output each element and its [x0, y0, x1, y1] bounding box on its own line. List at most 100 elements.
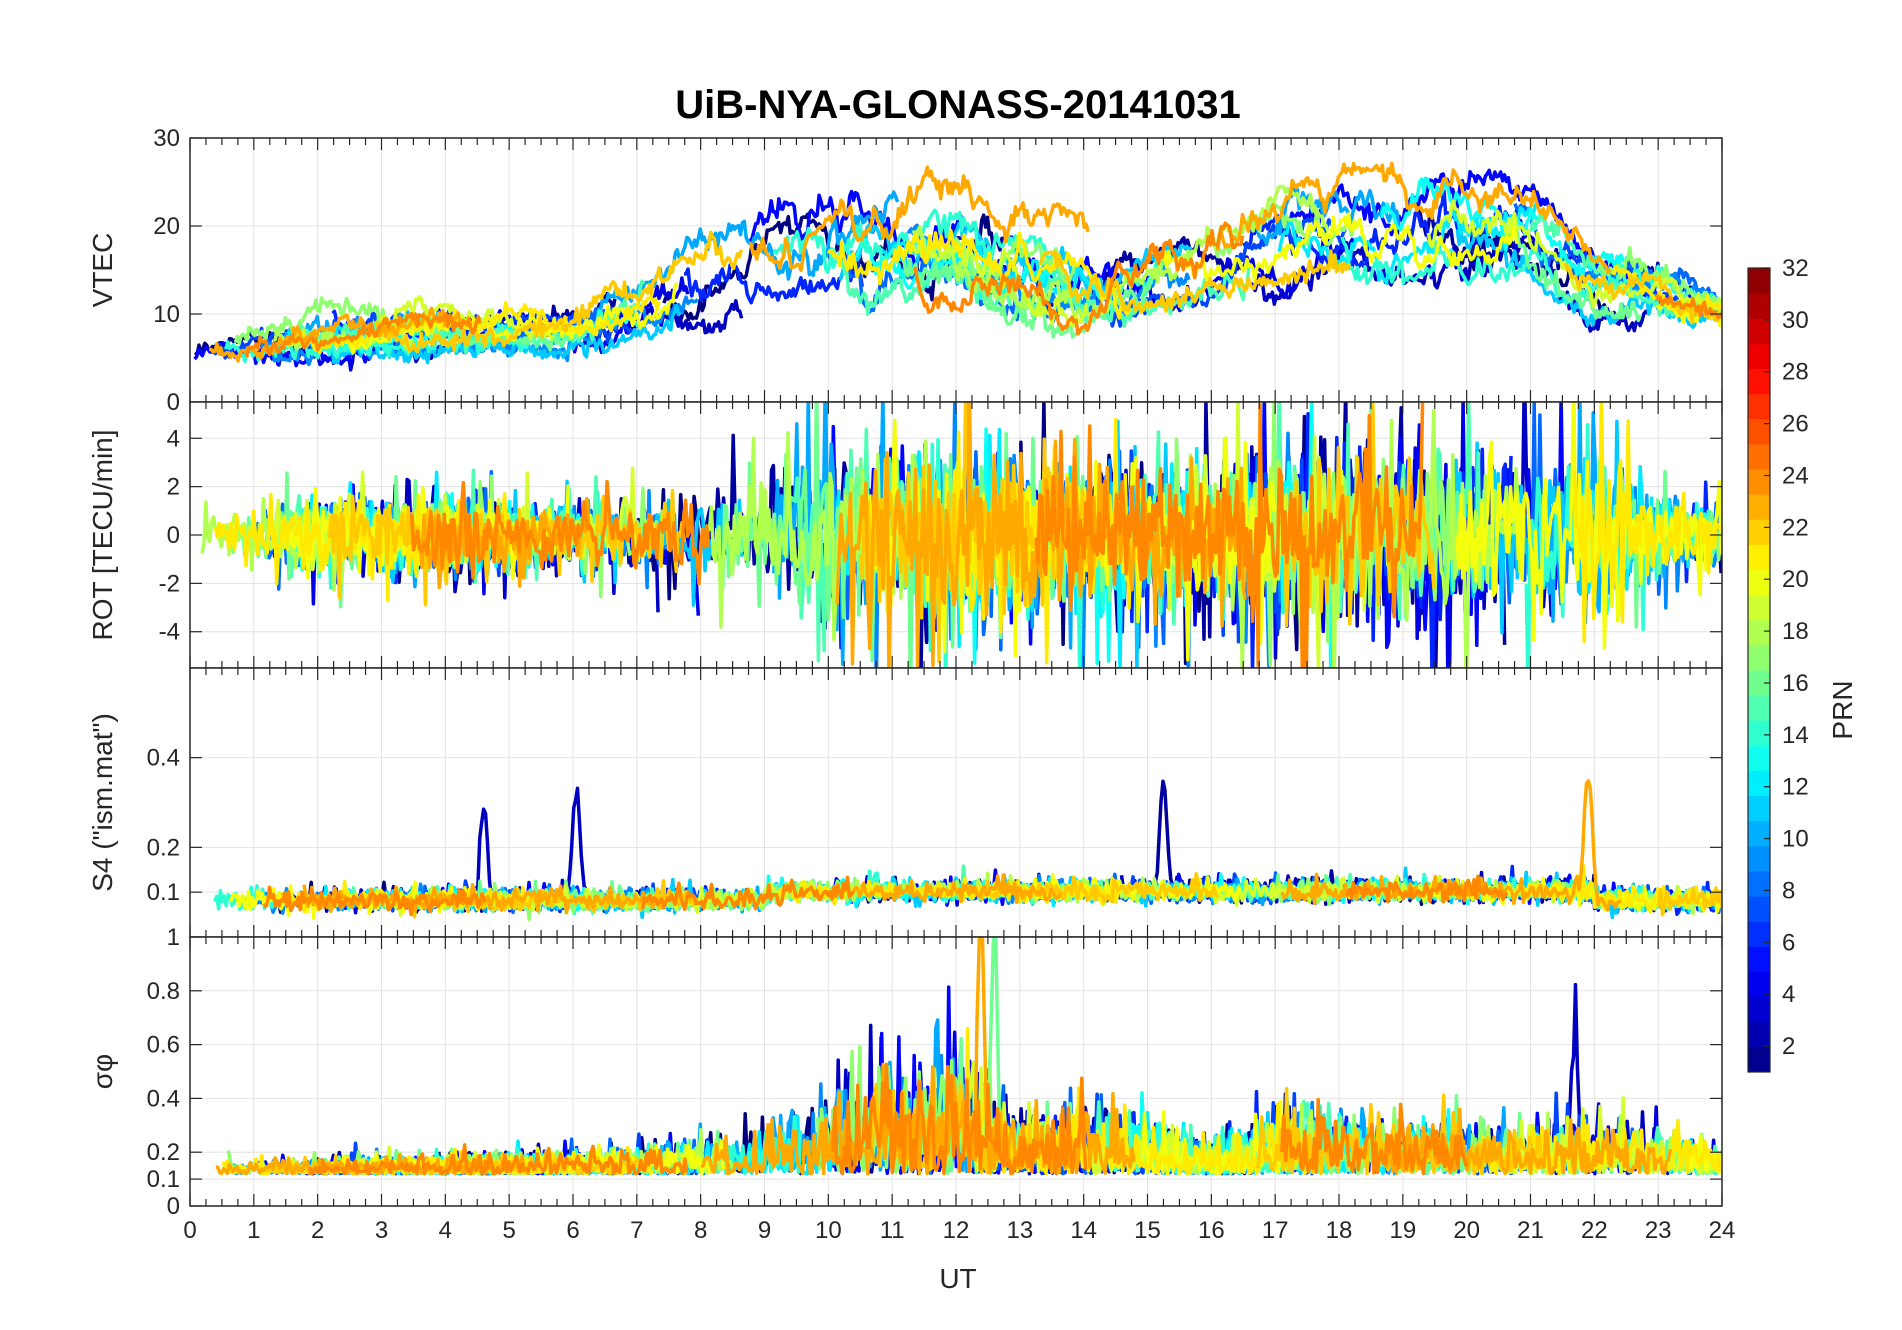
series-line-prn-19 — [1426, 199, 1722, 311]
colorbar-tick-label: 16 — [1782, 670, 1809, 697]
x-tick-label: 15 — [1134, 1217, 1161, 1244]
x-tick-label: 22 — [1581, 1217, 1608, 1244]
colorbar-segment — [1748, 343, 1770, 369]
x-tick-label: 1 — [247, 1217, 260, 1244]
x-tick-label: 6 — [566, 1217, 579, 1244]
y-tick-label: 1 — [167, 924, 180, 951]
y-axis-label-sigma_phi: σφ — [87, 1054, 118, 1089]
colorbar-segment — [1748, 971, 1770, 998]
y-tick-label: 0.4 — [147, 745, 180, 772]
x-tick-label: 2 — [311, 1217, 324, 1244]
colorbar-label: PRN — [1827, 680, 1858, 739]
colorbar-segment — [1748, 393, 1770, 420]
series-group — [213, 779, 1722, 922]
colorbar-tick-label: 12 — [1782, 774, 1809, 801]
x-tick-label: 5 — [502, 1217, 515, 1244]
colorbar-tick-label: 10 — [1782, 826, 1809, 853]
series-line-prn-2 — [1416, 208, 1696, 304]
series-line-prn-22 — [1655, 886, 1722, 917]
colorbar-segment — [1748, 644, 1770, 671]
y-tick-label: 0.6 — [147, 1032, 180, 1059]
y-tick-label: 0.4 — [147, 1085, 180, 1112]
y-tick-label: 4 — [167, 425, 180, 452]
panel-vtec: 0 10 20 30 VTEC — [87, 125, 1723, 416]
x-tick-label: 23 — [1645, 1217, 1672, 1244]
colorbar-tick-label: 24 — [1782, 462, 1809, 489]
series-line-prn-10 — [595, 190, 900, 321]
colorbar-tick-label: 26 — [1782, 411, 1809, 438]
colorbar-segment — [1748, 418, 1770, 445]
series-line-prn-24 — [831, 1062, 1088, 1176]
y-tick-label: -2 — [159, 570, 180, 597]
colorbar-tick-label: 18 — [1782, 618, 1809, 645]
series-line-prn-23 — [846, 873, 1063, 905]
series-line-prn-22 — [1038, 249, 1352, 314]
series-line-prn-12 — [1277, 203, 1538, 285]
series-line-prn-17 — [941, 234, 1077, 284]
x-axis-label: UT — [939, 1263, 976, 1294]
y-tick-label: 10 — [153, 301, 180, 328]
y-tick-label: 20 — [153, 213, 180, 240]
colorbar-segment — [1748, 695, 1770, 721]
y-tick-label: 0 — [167, 522, 180, 549]
colorbar-segment — [1748, 443, 1770, 470]
colorbar-segment — [1748, 871, 1770, 897]
panel-rot: -4 -2 0 2 4 ROT [TECU/min] — [87, 401, 1723, 669]
x-tick-label: 13 — [1006, 1217, 1033, 1244]
y-tick-label: 0.2 — [147, 1139, 180, 1166]
colorbar-frame — [1747, 267, 1771, 1073]
y-tick-label: 0 — [167, 1193, 180, 1220]
x-tick-label: 20 — [1453, 1217, 1480, 1244]
x-tick-label: 10 — [815, 1217, 842, 1244]
colorbar-segment — [1748, 293, 1770, 319]
x-tick-label: 11 — [880, 1217, 905, 1244]
series-group — [215, 937, 1722, 1176]
colorbar-segment — [1748, 670, 1770, 696]
series-line-prn-24 — [244, 311, 482, 358]
y-tick-label: -4 — [159, 619, 180, 646]
series-line-prn-23 — [748, 165, 1090, 273]
colorbar-segment — [1748, 494, 1770, 520]
colorbar-segment — [1748, 519, 1770, 545]
x-tick-label: 24 — [1709, 1217, 1736, 1244]
series-line-prn-24 — [409, 479, 711, 586]
colorbar-segment — [1748, 368, 1770, 395]
colorbar-tick-label: 6 — [1782, 929, 1795, 956]
colorbar-tick-label: 32 — [1782, 255, 1809, 282]
x-tick-label: 3 — [375, 1217, 388, 1244]
series-line-prn-22 — [373, 230, 743, 354]
y-tick-label: 0 — [167, 389, 180, 416]
series-line-prn-16 — [894, 249, 1172, 339]
x-tick-label: 21 — [1517, 1217, 1544, 1244]
colorbar-segment — [1748, 795, 1770, 822]
series-line-prn-22 — [1282, 402, 1436, 628]
panel-s4: 0.1 0.2 0.4 S4 ("ism.mat") — [87, 667, 1723, 938]
x-tick-label: 4 — [439, 1217, 452, 1244]
series-line-prn-10 — [1255, 184, 1403, 247]
series-line-prn-24 — [262, 885, 487, 917]
series-line-prn-24 — [1654, 293, 1722, 320]
colorbar-tick-label: 14 — [1782, 722, 1809, 749]
y-tick-label: 0.1 — [147, 1166, 180, 1193]
y-tick-label: 0.2 — [147, 834, 180, 861]
colorbar-tick-label: 30 — [1782, 307, 1809, 334]
chart-title: UiB-NYA-GLONASS-20141031 — [675, 83, 1240, 127]
x-tick-label: 0 — [183, 1217, 196, 1244]
colorbar-segment — [1748, 544, 1770, 570]
colorbar-tick-label: 28 — [1782, 359, 1809, 386]
y-tick-label: 2 — [167, 474, 180, 501]
colorbar-segment — [1748, 619, 1770, 646]
colorbar-segment — [1748, 820, 1770, 847]
colorbar-segment — [1748, 946, 1770, 972]
series-group — [193, 161, 1722, 372]
colorbar-segment — [1748, 594, 1770, 621]
y-axis-label-vtec: VTEC — [87, 233, 118, 308]
series-line-prn-14 — [1340, 236, 1722, 318]
x-tick-label: 14 — [1070, 1217, 1097, 1244]
series-line-prn-20 — [1159, 212, 1519, 283]
colorbar-segment — [1748, 318, 1770, 344]
series-group — [200, 402, 1722, 668]
x-tick-label: 19 — [1389, 1217, 1416, 1244]
colorbar-segment — [1748, 921, 1770, 947]
